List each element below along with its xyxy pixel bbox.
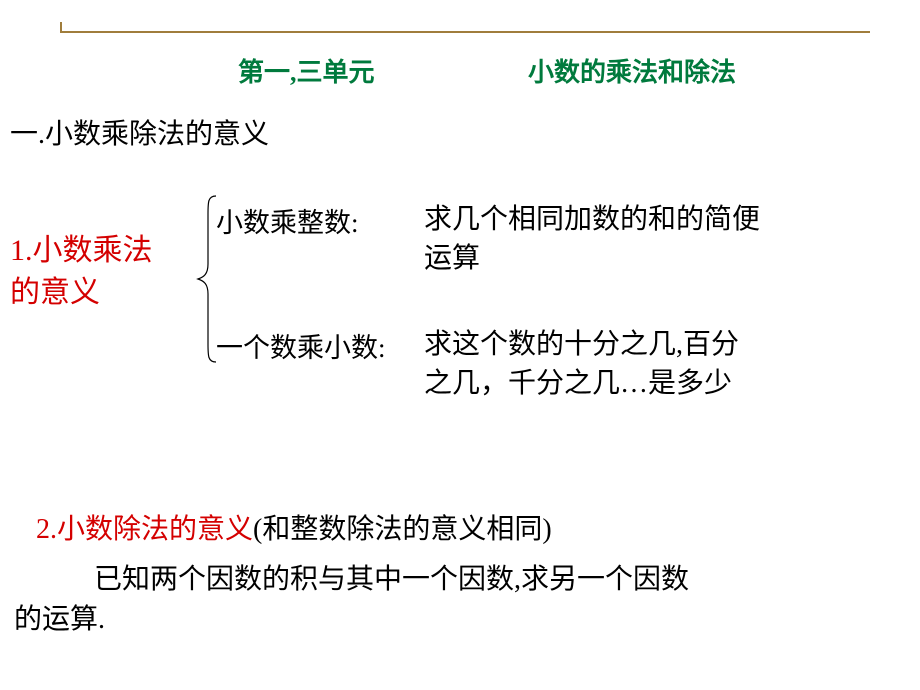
sub-b-desc-line2: 之几，千分之几…是多少 [424, 364, 739, 403]
topic2-post: (和整数除法的意义相同) [253, 514, 552, 545]
section1-title: 一.小数乘除法的意义 [10, 115, 269, 154]
sub-a-desc-line2: 运算 [424, 239, 760, 278]
sub-b-desc: 求这个数的十分之几,百分 之几，千分之几…是多少 [424, 325, 739, 403]
topic2-body-line2: 的运算. [14, 600, 105, 639]
topic1-label-line2: 的意义 [10, 272, 153, 314]
sub-b-label: 一个数乘小数: [216, 330, 386, 368]
header-rule [60, 31, 870, 33]
topic2-main: 小数除法的意义 [57, 514, 253, 545]
brace-icon [196, 194, 218, 364]
topic1-label: 1.小数乘法 的意义 [10, 230, 153, 314]
topic2-title: 2.小数除法的意义(和整数除法的意义相同) [36, 510, 552, 549]
topic2-prefix: 2. [36, 514, 57, 545]
sub-a-desc-line1: 求几个相同加数的和的简便 [424, 200, 760, 239]
unit-title-right: 小数的乘法和除法 [528, 55, 736, 91]
topic2-body-line1: 已知两个因数的积与其中一个因数,求另一个因数 [94, 560, 689, 599]
sub-a-label: 小数乘整数: [216, 205, 359, 243]
sub-a-desc: 求几个相同加数的和的简便 运算 [424, 200, 760, 278]
sub-b-desc-line1: 求这个数的十分之几,百分 [424, 325, 739, 364]
topic1-label-line1: 1.小数乘法 [10, 230, 153, 272]
unit-title-left: 第一,三单元 [238, 55, 375, 91]
